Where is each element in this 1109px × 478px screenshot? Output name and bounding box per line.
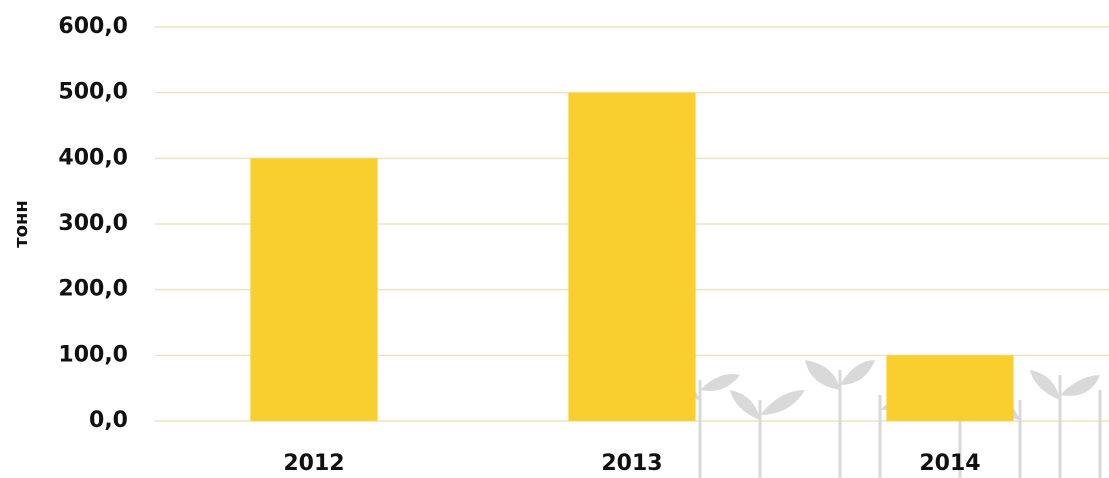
bar (886, 355, 1014, 421)
y-tick-label: 400,0 (58, 145, 128, 170)
y-tick-label: 300,0 (58, 211, 128, 236)
x-tick-label: 2013 (601, 451, 662, 476)
y-tick-label: 600,0 (58, 14, 128, 39)
y-axis-label: тонн (11, 200, 32, 248)
bar (568, 92, 696, 422)
background-plants (660, 360, 1102, 478)
x-tick-label: 2012 (283, 451, 344, 476)
y-tick-label: 0,0 (89, 408, 128, 433)
x-tick-label: 2014 (919, 451, 980, 476)
y-tick-label: 100,0 (58, 342, 128, 367)
y-tick-label: 500,0 (58, 80, 128, 105)
y-tick-label: 200,0 (58, 277, 128, 302)
bar (250, 158, 378, 422)
